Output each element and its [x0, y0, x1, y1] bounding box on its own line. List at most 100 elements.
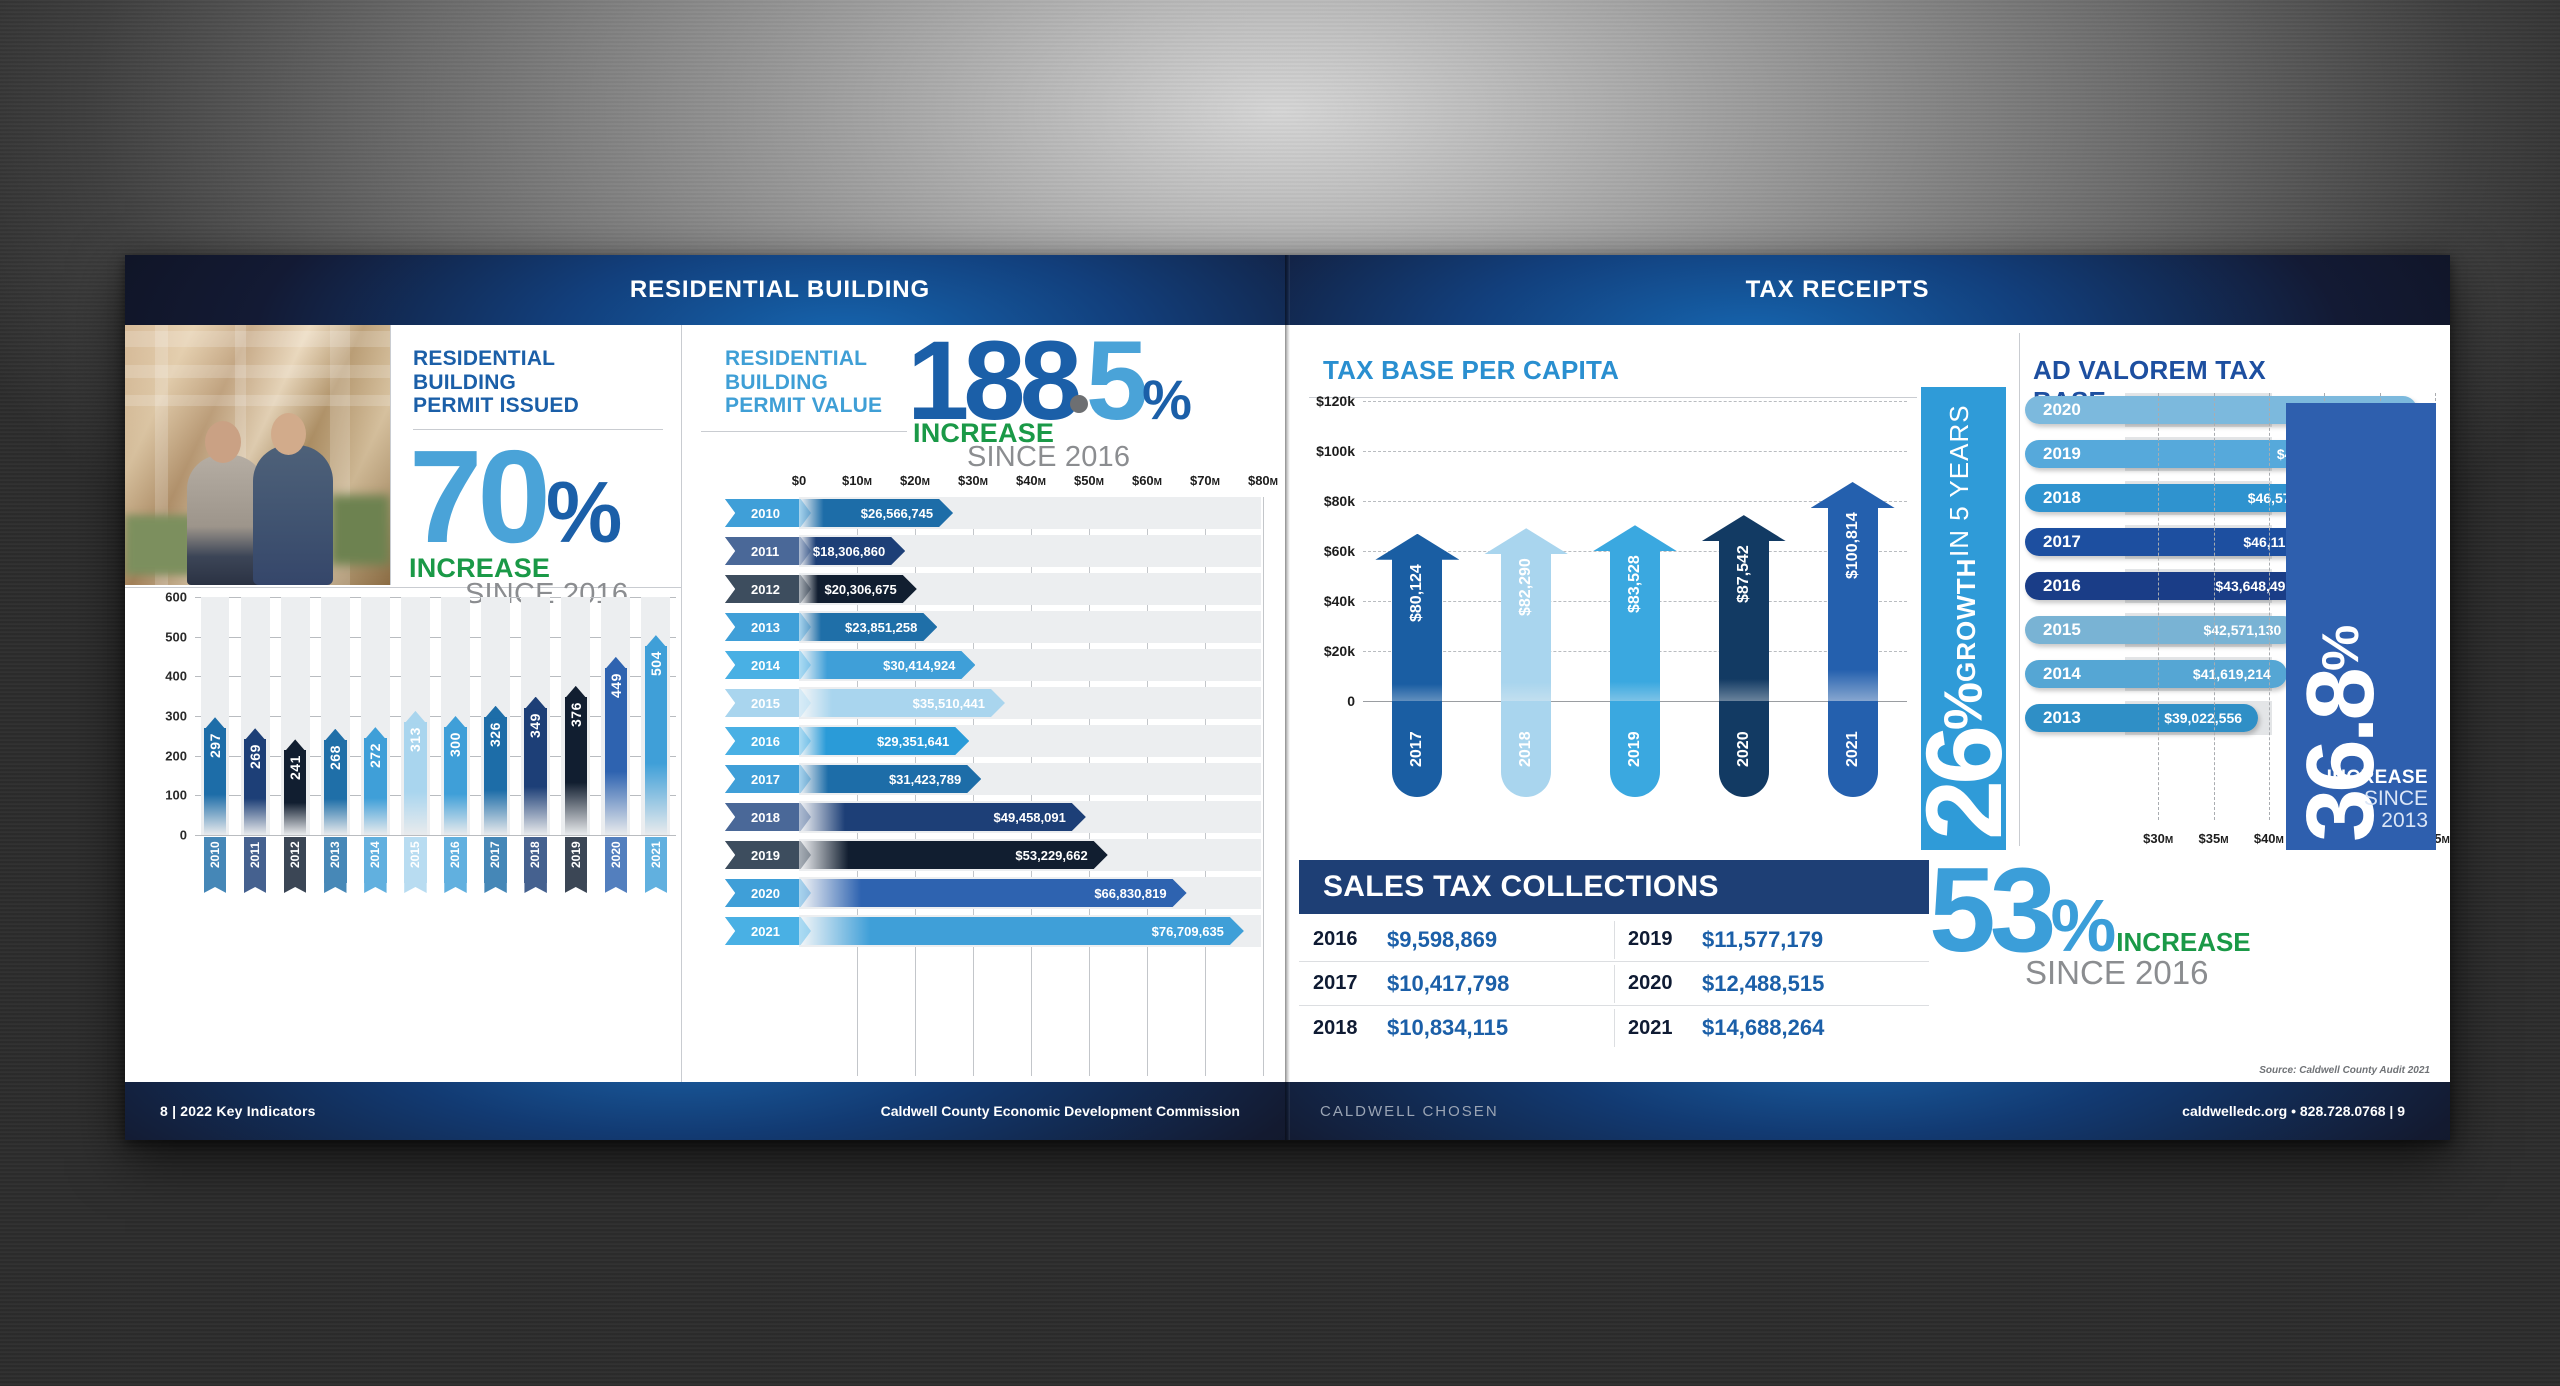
y-axis-tick: $80k: [1323, 493, 1355, 509]
bar: 272: [364, 727, 387, 835]
footer-contact: caldwelledc.org • 828.728.0768 | 9: [2182, 1103, 2405, 1119]
permit-value-increase-callout: 1885% INCREASE SINCE 2016: [907, 325, 1192, 474]
table-cell-group: 2019 $11,577,179: [1614, 920, 1929, 959]
row-year-tab: 2013: [725, 613, 811, 641]
table-cell-amount: $9,598,869: [1387, 926, 1498, 952]
bar-arrow-tip: [564, 685, 587, 699]
table-cell-group: 2017 $10,417,798: [1299, 971, 1614, 997]
growth-badge: 26% GROWTH IN 5 YEARS: [1903, 387, 2024, 850]
arrow-value-label: $83,528: [1625, 555, 1643, 614]
y-axis-tick: $60k: [1323, 543, 1355, 559]
x-axis-tick: 2012: [283, 837, 307, 893]
row-year-tab: 2020: [725, 879, 811, 907]
bar-column: 326 2017: [476, 597, 516, 893]
x-axis-tick: $40M: [1015, 473, 1047, 488]
row-value: $42,571,130: [2203, 622, 2282, 638]
increase-label: INCREASE: [409, 553, 551, 584]
row-year-tab: 2017: [725, 765, 811, 793]
tick-notch: [203, 883, 227, 893]
right-footer: CALDWELL CHOSEN caldwelledc.org • 828.72…: [1285, 1082, 2450, 1140]
sales-tax-increase-callout: 53%INCREASE SINCE 2016: [1929, 850, 2251, 992]
permit-value-decimal: 5: [1085, 318, 1148, 443]
arrow-value-label: $87,542: [1734, 545, 1752, 603]
bar-stem: [524, 707, 547, 835]
gridline: [195, 636, 676, 638]
sales-tax-number: 53: [1929, 843, 2057, 977]
bar-column: 272 2014: [355, 597, 395, 893]
growth-line-1: GROWTH: [1951, 557, 1981, 682]
bar-row: 2015 $35,510,441: [725, 687, 1261, 719]
bar-row: 2017 $31,423,789: [725, 763, 1261, 795]
growth-line-2: IN 5 YEARS: [1944, 404, 1974, 558]
x-axis-tick: $80M: [1247, 473, 1279, 488]
bar-arrow-tip: [404, 710, 427, 724]
x-axis: $0 $10M $20M $30M $40M $50M $60M $70M $80M: [792, 473, 1278, 495]
since-label: SINCE: [2363, 786, 2428, 810]
value-bar: $29,351,641: [799, 727, 969, 755]
title-line-1: RESIDENTIAL: [725, 347, 868, 370]
bar-stem: [644, 646, 668, 835]
bar-arrow-tip: [444, 716, 467, 729]
table-cell-group: 2016 $9,598,869: [1299, 927, 1614, 953]
table-cell-group: 2018 $10,834,115: [1299, 1015, 1614, 1041]
row-year: 2017: [2043, 532, 2081, 551]
bar-row: 2018 $49,458,091: [725, 801, 1261, 833]
gridline: [2268, 393, 2270, 820]
percent-symbol: %: [1933, 681, 1994, 730]
bar-value-label: 376: [567, 701, 584, 727]
bar-row: 2012 $20,306,675: [725, 573, 1261, 605]
permit-value-title: RESIDENTIAL BUILDING PERMIT VALUE: [725, 347, 915, 418]
y-axis-tick: $20k: [1323, 643, 1355, 659]
bar-column: 504 2021: [636, 597, 676, 893]
table-cell-year: 2018: [1313, 1016, 1358, 1039]
value-pill: 2015 $42,571,130: [2025, 616, 2298, 644]
bar-column: 300 2016: [435, 597, 475, 893]
table-cell-year: 2019: [1628, 928, 1673, 950]
value-bar: $23,851,258: [799, 613, 937, 641]
bar-arrow-tip: [644, 635, 668, 649]
permits-issued-title: RESIDENTIAL BUILDING PERMIT ISSUED: [413, 347, 663, 418]
bar-arrow-tip: [524, 696, 547, 710]
x-axis-tick: 2020: [604, 837, 628, 893]
bar-row: 2019$49,201,039: [2025, 437, 2371, 471]
value-bar: $76,709,635: [799, 917, 1244, 945]
since-label: SINCE 2016: [967, 441, 1131, 474]
divider: [681, 325, 682, 1082]
divider: [701, 431, 907, 432]
arrow-value-label: $80,124: [1408, 563, 1426, 622]
tick-notch: [644, 883, 668, 893]
x-axis-tick: $50M: [1073, 473, 1105, 488]
left-page-body: RESIDENTIAL BUILDING PERMIT ISSUED 70% I…: [125, 325, 1285, 1082]
bar-value-label: 504: [647, 651, 664, 676]
bar-arrow-tip: [203, 717, 227, 731]
y-axis-tick: 300: [165, 708, 187, 724]
table-cell-amount: $12,488,515: [1702, 970, 1825, 996]
page-right: TAX RECEIPTS TAX BASE PER CAPITA 0 $20k $4…: [1285, 255, 2450, 1140]
bar: 300: [444, 716, 467, 835]
tax-base-per-capita-chart: 0 $20k $40k $60k $80k $100k $120k $80,124 $82,29…: [1299, 393, 1917, 844]
permits-increase-number: 70: [409, 423, 551, 570]
bar-column: 241 2012: [275, 597, 315, 893]
table-cell-amount: $10,417,798: [1387, 970, 1510, 996]
bar-value-label: 297: [207, 733, 224, 759]
gridline: [1363, 501, 1907, 502]
value-bar: $30,414,924: [799, 651, 975, 679]
tick-notch: [404, 883, 427, 893]
x-axis-tick: $0: [791, 473, 807, 488]
bar-stem: [444, 727, 467, 835]
bar-row: 2020$53,398,738: [2025, 393, 2418, 427]
bar-value-label: 300: [447, 732, 464, 757]
bar-value-label: 313: [407, 726, 424, 752]
bar-row: 2019 $53,229,662: [725, 839, 1261, 871]
row-year-tab: 2021: [725, 917, 811, 945]
table-cell-year: 2016: [1313, 928, 1358, 950]
plot-area: 2010 $26,566,745 2011 $18,306,860 2012 $20,30…: [725, 497, 1264, 1076]
row-year: 2013: [2043, 708, 2081, 727]
x-axis-tick: 2020: [1718, 701, 1769, 797]
tick-notch: [524, 883, 547, 893]
arrow-head: [1701, 515, 1786, 542]
bar: 449: [604, 656, 628, 835]
bar-value-label: 241: [287, 755, 304, 781]
bar-value-label: 268: [327, 744, 344, 770]
bar-row: 2015 $42,571,130: [2025, 613, 2298, 647]
